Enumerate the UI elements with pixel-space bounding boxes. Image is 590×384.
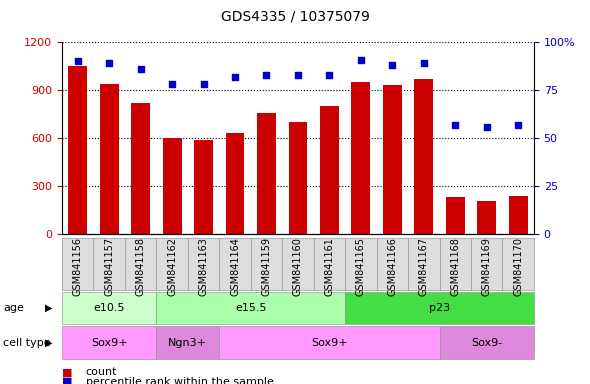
Bar [62, 292, 156, 324]
Text: count: count [86, 367, 117, 377]
Point [388, 62, 397, 68]
Bar [376, 238, 408, 290]
Point [482, 124, 491, 130]
Bar [188, 238, 219, 290]
Bar [93, 238, 125, 290]
Bar [471, 238, 503, 290]
Bar [62, 326, 156, 359]
Bar [345, 292, 534, 324]
Point [262, 72, 271, 78]
Bar [156, 238, 188, 290]
Text: Sox9+: Sox9+ [311, 338, 348, 348]
Point [513, 122, 523, 128]
Text: cell type: cell type [3, 338, 51, 348]
Bar [503, 238, 534, 290]
Bar [156, 326, 219, 359]
Point [324, 72, 334, 78]
Bar [125, 238, 156, 290]
Text: ■: ■ [62, 367, 73, 377]
Bar [100, 84, 119, 234]
Text: ▶: ▶ [45, 338, 52, 348]
Bar [289, 122, 307, 234]
Bar [440, 238, 471, 290]
Text: ▶: ▶ [45, 303, 52, 313]
Bar [163, 138, 182, 234]
Point [293, 72, 303, 78]
Bar [62, 238, 93, 290]
Bar [414, 79, 433, 234]
Text: GDS4335 / 10375079: GDS4335 / 10375079 [221, 10, 369, 23]
Bar [440, 326, 534, 359]
Text: e15.5: e15.5 [235, 303, 267, 313]
Point [104, 60, 114, 66]
Bar [408, 238, 440, 290]
Bar [352, 82, 371, 234]
Text: Ngn3+: Ngn3+ [168, 338, 207, 348]
Bar [156, 292, 345, 324]
Bar [320, 106, 339, 234]
Text: percentile rank within the sample: percentile rank within the sample [86, 377, 273, 384]
Bar [314, 238, 345, 290]
Point [73, 58, 83, 65]
Bar [194, 140, 213, 234]
Bar [282, 238, 314, 290]
Bar [257, 113, 276, 234]
Text: e10.5: e10.5 [93, 303, 125, 313]
Bar [509, 196, 527, 234]
Point [356, 56, 366, 63]
Bar [251, 238, 282, 290]
Bar [68, 66, 87, 234]
Text: Sox9-: Sox9- [471, 338, 502, 348]
Bar [477, 201, 496, 234]
Bar [345, 238, 376, 290]
Bar [219, 326, 440, 359]
Point [199, 81, 208, 88]
Text: age: age [3, 303, 24, 313]
Point [419, 60, 428, 66]
Point [136, 66, 145, 72]
Point [230, 74, 240, 80]
Text: p23: p23 [429, 303, 450, 313]
Text: ■: ■ [62, 377, 73, 384]
Point [451, 122, 460, 128]
Bar [446, 197, 465, 234]
Text: Sox9+: Sox9+ [91, 338, 127, 348]
Bar [219, 238, 251, 290]
Point [168, 81, 177, 88]
Bar [383, 86, 402, 234]
Bar [225, 134, 244, 234]
Bar [131, 103, 150, 234]
